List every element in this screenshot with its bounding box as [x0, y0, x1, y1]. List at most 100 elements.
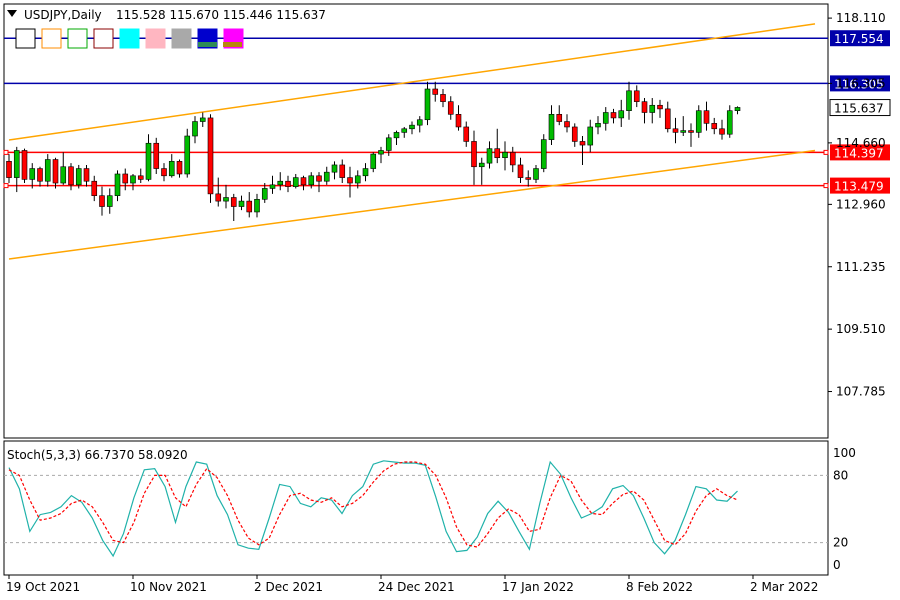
level-price-tag [830, 75, 890, 92]
candle-body [409, 124, 415, 130]
price-tick-label: 107.785 [836, 385, 886, 399]
candle-body [292, 177, 299, 187]
candle-body [277, 180, 284, 186]
candle-body [21, 150, 28, 180]
candle-body [285, 180, 291, 187]
stochastic-lines: 100 80 20 0 [4, 446, 856, 572]
candle-body [161, 168, 167, 177]
candle-body [649, 104, 656, 113]
level-price-label: 114.397 [834, 146, 884, 160]
candle-body [695, 110, 702, 133]
stoch-tick-label: 20 [833, 536, 848, 550]
candle-body [230, 197, 237, 207]
color-swatches [15, 28, 244, 49]
stoch-tick-label: 0 [833, 558, 841, 572]
candle-body [106, 195, 113, 207]
level-price-tag [830, 30, 890, 47]
time-tick-label: 24 Dec 2021 [378, 580, 455, 594]
time-tick-label: 17 Jan 2022 [502, 580, 574, 594]
candle-body [447, 101, 454, 115]
color-swatch [93, 28, 114, 49]
collapse-triangle-icon[interactable] [7, 10, 17, 17]
candle-body [269, 184, 276, 189]
candle-body [533, 168, 539, 180]
candle-body [602, 112, 609, 124]
stoch-main-line [8, 460, 738, 558]
candle-body [385, 137, 392, 151]
stoch-tick-label: 80 [833, 468, 848, 482]
level-anchor [823, 149, 829, 155]
price-tick-label: 111.235 [836, 260, 886, 274]
candle-body [145, 142, 152, 180]
last-price-label: 115.637 [834, 102, 884, 116]
time-tick-label: 2 Mar 2022 [750, 580, 818, 594]
candle-body [540, 139, 547, 169]
line-style-swatch [223, 42, 242, 47]
candle-body [401, 128, 408, 133]
candle-body [223, 197, 229, 202]
candle-body [215, 193, 222, 202]
time-axis: 19 Oct 2021 10 Nov 2021 2 Dec 2021 24 Dec 2… [6, 575, 818, 594]
color-swatch [15, 28, 36, 49]
candle-body [548, 114, 555, 140]
candle-body [339, 164, 346, 178]
candle-body [579, 141, 586, 146]
candle-body [393, 132, 400, 139]
candle-body [238, 200, 245, 207]
candle-body [130, 175, 136, 184]
price-tick-label: 116.305 [836, 76, 886, 90]
candle-body [192, 121, 198, 137]
candle-body [618, 110, 625, 119]
line-style-swatch [198, 42, 217, 47]
candle-body [556, 114, 563, 122]
candle-body [432, 88, 439, 95]
candle-body [610, 112, 617, 119]
candle-body [52, 159, 59, 184]
stoch-tick-label: 100 [833, 446, 856, 460]
level-price-tag [830, 144, 890, 161]
candle-body [153, 142, 160, 169]
candle-body [331, 164, 338, 173]
candle-body [595, 123, 601, 128]
candle-body [261, 188, 268, 200]
candle-body [370, 153, 377, 169]
candle-body [711, 123, 718, 130]
color-swatch [41, 28, 62, 49]
price-tick-label: 109.510 [836, 322, 886, 336]
candle-body [478, 162, 485, 168]
candle-body [726, 110, 733, 135]
candle-body [44, 159, 51, 182]
level-price-tag [830, 177, 890, 194]
candle-body [83, 168, 90, 182]
candle-body [416, 119, 423, 126]
candle-body [734, 107, 741, 111]
candle-body [362, 168, 369, 177]
candle-body [99, 195, 105, 207]
price-tick-label: 118.110 [836, 11, 886, 25]
candles [6, 81, 741, 221]
candle-body [122, 173, 129, 184]
ohlc-readout: 115.528 115.670 115.446 115.637 [116, 8, 326, 22]
level-anchor [823, 183, 829, 189]
stoch-signal-line [8, 461, 738, 548]
candle-body [486, 148, 493, 164]
candle-body [347, 177, 353, 184]
color-swatch [67, 28, 88, 49]
stoch-title: Stoch(5,3,3) 66.7370 58.0920 [7, 448, 188, 462]
candle-body [440, 94, 446, 102]
candle-body [688, 130, 694, 133]
level-anchor [3, 149, 9, 155]
time-tick-label: 19 Oct 2021 [6, 580, 80, 594]
candle-body [207, 117, 214, 195]
color-swatch [145, 28, 166, 49]
candle-body [13, 150, 20, 178]
candle-body [378, 150, 384, 155]
candle-body [176, 161, 183, 175]
level-price-label: 116.305 [834, 77, 884, 91]
candle-body [6, 161, 12, 178]
candle-body [75, 168, 82, 186]
candle-body [471, 141, 477, 168]
candle-body [29, 168, 36, 180]
color-swatch [119, 28, 140, 49]
